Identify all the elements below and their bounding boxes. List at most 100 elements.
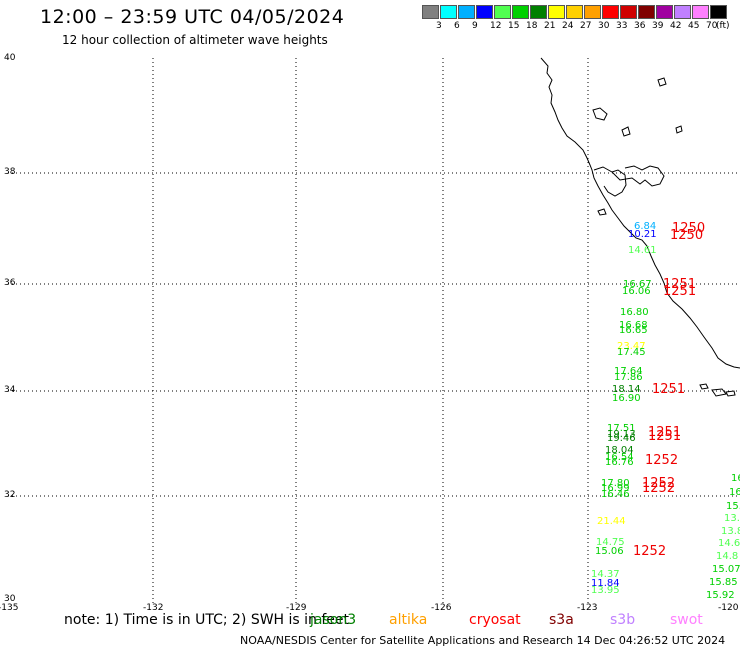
wave-height-value: 14.75 [596,537,625,548]
wave-height-value: 11.84 [591,578,620,589]
wave-height-value: 6.84 [634,221,657,232]
legend-swatch [638,5,655,19]
legend-swatch [692,5,709,19]
wave-height-value: 17.80 [601,478,630,489]
legend-label: 42 [670,21,682,31]
wave-height-value: 19.13 [607,429,636,440]
legend-label: 33 [616,21,628,31]
graticule [8,58,740,603]
legend-swatch [674,5,691,19]
wave-height-value: 23.47 [617,341,646,352]
legend-swatch [602,5,619,19]
legend-label: 70 [706,21,718,31]
satellite-name: swot [670,612,703,628]
legend-label: 12 [490,21,502,31]
legend-swatch [620,5,637,19]
wave-height-value: 16.06 [622,286,651,297]
wave-height-value: 16 [729,487,740,498]
longitude-label: -120 [718,603,739,613]
longitude-label: -129 [286,603,307,613]
coastline [540,57,740,397]
wave-height-value: 14.61 [628,245,657,256]
pass-time-code: 1251 [652,382,686,397]
wave-height-value: 17.86 [614,372,643,383]
longitude-label: -126 [431,603,452,613]
legend-swatch [656,5,673,19]
legend-label: 45 [688,21,700,31]
legend-label: 24 [562,21,574,31]
legend-unit: (ft) [716,21,730,31]
wave-height-value: 14.8 [716,551,739,562]
pass-time-code: 1251 [663,277,697,292]
legend-swatch [710,5,727,19]
legend-swatch [530,5,547,19]
pass-time-code: 1250 [670,228,704,243]
wave-height-value: 15.07 [712,564,740,575]
legend-swatch [494,5,511,19]
wave-height-value: 16.99 [601,483,630,494]
satellite-name: cryosat [469,612,521,628]
longitude-label: -123 [577,603,598,613]
legend-swatch [584,5,601,19]
wave-height-value: 16.65 [619,325,648,336]
wave-height-value: 13. [724,513,740,524]
map-subtitle: 12 hour collection of altimeter wave hei… [62,33,328,47]
wave-height-value: 17.51 [607,423,636,434]
satellite-name: altika [389,612,428,628]
latitude-label: 30 [4,594,16,604]
wave-height-value: 13.95 [591,585,620,596]
legend-label: 6 [454,21,460,31]
legend-label: 27 [580,21,592,31]
footer-note: note: 1) Time is in UTC; 2) SWH is in fe… [64,612,350,628]
pass-time-code: 1252 [642,476,676,491]
wave-height-value: 16.76 [605,457,634,468]
wave-height-value: 17.64 [614,366,643,377]
credit-line: NOAA/NESDIS Center for Satellite Applica… [240,634,726,647]
legend-label: 15 [508,21,520,31]
pass-time-code: 1250 [672,221,706,236]
wave-height-value: 16.67 [623,279,652,290]
latitude-label: 34 [4,385,16,395]
wave-height-value: 18.04 [605,445,634,456]
satellite-name: s3b [610,612,636,628]
pass-time-code: 1251 [648,425,682,440]
legend-label: 9 [472,21,478,31]
wave-height-value: 15. [726,501,740,512]
satellite-name: s3a [549,612,574,628]
wave-height-value: 16.46 [601,489,630,500]
satellite-name: jason3 [310,612,357,628]
wave-height-value: 16.54 [605,452,634,463]
legend-label: 18 [526,21,538,31]
pass-time-code: 1252 [642,481,676,496]
legend-swatch [512,5,529,19]
legend-swatch [476,5,493,19]
wave-height-value: 18.14 [612,384,641,395]
pass-time-code: 1252 [645,453,679,468]
legend-label: 30 [598,21,610,31]
wave-height-value: 15.92 [706,590,735,601]
legend-swatch [422,5,439,19]
legend-label: 21 [544,21,556,31]
pass-time-code: 1252 [633,544,667,559]
wave-height-value: 14.37 [591,569,620,580]
wave-height-value: 17.45 [617,347,646,358]
longitude-label: -135 [0,603,19,613]
wave-height-value: 15.06 [595,546,624,557]
legend-label: 39 [652,21,664,31]
wave-height-value: 15.85 [709,577,738,588]
wave-height-value: 16.90 [612,393,641,404]
legend-swatch [548,5,565,19]
pass-time-code: 1251 [663,284,697,299]
wave-height-value: 13.8 [721,526,740,537]
map-title: 12:00 – 23:59 UTC 04/05/2024 [40,6,345,28]
wave-height-value: 14.6 [718,538,740,549]
latitude-label: 40 [4,53,16,63]
longitude-label: -132 [143,603,164,613]
latitude-label: 36 [4,278,16,288]
wave-height-value: 21.44 [597,516,626,527]
legend-label: 3 [436,21,442,31]
wave-height-value: 16.68 [619,320,648,331]
wave-height-value: 16 [731,473,740,484]
latitude-label: 38 [4,167,16,177]
